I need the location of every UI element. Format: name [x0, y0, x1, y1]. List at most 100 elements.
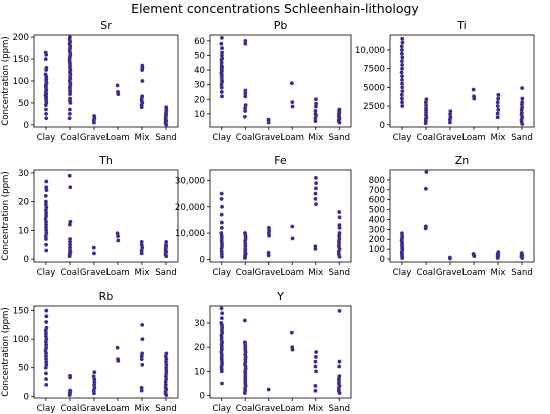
data-point-rb-clay [44, 331, 48, 336]
panel-title-fe: Fe [274, 154, 287, 167]
data-point-th-clay [43, 202, 48, 207]
data-point-y-mix [313, 388, 318, 393]
data-point-th-clay [44, 179, 49, 184]
x-tick-label: Clay [37, 404, 56, 414]
x-tick-label: Sand [155, 268, 177, 278]
data-point-ti-clay [400, 77, 404, 82]
x-tick-label: Gravel [436, 268, 464, 278]
x-tick-label: Clay [212, 268, 231, 278]
data-point-fe-sand [337, 223, 342, 228]
x-tick-label: Coal [61, 133, 80, 143]
data-point-rb-gravel [92, 370, 97, 375]
data-point-sr-mix [140, 63, 145, 68]
data-point-th-clay [44, 225, 48, 230]
y-tick-label: 100 [13, 77, 29, 87]
y-tick-label: 30 [18, 169, 29, 179]
axes-frame-th [33, 169, 179, 263]
axes-frame-zn [389, 169, 535, 263]
y-tick-label: 0 [380, 255, 385, 265]
data-point-pb-loam [289, 81, 294, 86]
data-point-rb-loam [115, 345, 120, 350]
data-point-rb-gravel [92, 391, 96, 396]
data-point-y-clay [220, 381, 224, 386]
y-tick-label: 10 [194, 367, 205, 377]
y-tick-label: 700 [369, 186, 385, 196]
data-point-fe-clay [219, 220, 224, 225]
data-point-ti-clay [399, 44, 404, 49]
data-point-rb-sand [163, 385, 168, 390]
panel-title-sr: Sr [100, 19, 112, 32]
axes-frame-rb [33, 305, 179, 399]
data-point-rb-sand [164, 377, 169, 382]
axes-frame-sr [33, 34, 179, 128]
data-point-zn-coal [424, 170, 429, 174]
data-point-pb-coal [242, 114, 247, 119]
y-tick-label: 150 [13, 55, 29, 65]
data-point-fe-clay [220, 204, 224, 209]
y-tick-label: 500 [369, 206, 385, 216]
x-tick-label: Mix [491, 133, 506, 143]
data-point-rb-clay [43, 365, 48, 370]
data-point-fe-coal [243, 244, 248, 249]
data-point-y-mix [313, 383, 318, 388]
data-point-pb-mix [314, 101, 319, 106]
data-point-th-clay [44, 228, 49, 233]
data-point-pb-loam [290, 104, 295, 109]
data-point-th-clay [44, 248, 49, 253]
data-point-pb-coal [243, 106, 248, 110]
data-point-y-clay [219, 321, 224, 325]
data-point-zn-loam [471, 252, 476, 256]
data-point-fe-mix [313, 197, 318, 201]
data-point-y-mix [314, 369, 318, 374]
panel-title-th: Th [98, 154, 113, 167]
data-point-th-gravel [92, 251, 96, 256]
data-point-fe-loam [290, 236, 295, 241]
data-point-rb-gravel [92, 382, 97, 387]
data-point-ti-clay [400, 104, 405, 108]
x-tick-label: Sand [155, 133, 177, 143]
data-point-rb-sand [164, 368, 169, 373]
data-point-rb-clay [44, 377, 48, 382]
data-point-th-mix [139, 242, 144, 247]
y-tick-label: 2500 [363, 102, 385, 112]
x-tick-label: Coal [236, 268, 255, 278]
data-point-pb-loam [290, 100, 295, 105]
data-point-ti-clay [400, 63, 404, 67]
data-point-th-coal [68, 219, 73, 224]
data-point-th-mix [139, 251, 144, 256]
data-point-ti-clay [400, 96, 404, 101]
data-point-th-clay [44, 219, 48, 224]
data-point-th-clay [44, 211, 49, 216]
data-point-fe-clay [219, 212, 224, 217]
y-tick-label: 50 [18, 364, 29, 374]
data-point-rb-coal [68, 373, 72, 378]
x-tick-label: Clay [393, 268, 412, 278]
y-tick-label: 5000 [363, 83, 385, 93]
x-tick-label: Coal [236, 133, 255, 143]
y-tick-label: 0 [200, 255, 205, 265]
y-tick-label: 10 [194, 110, 205, 120]
data-point-pb-sand [337, 107, 342, 112]
data-point-ti-gravel [448, 109, 453, 114]
data-point-rb-clay [44, 360, 49, 364]
data-point-ti-mix [495, 104, 500, 108]
data-point-ti-clay [400, 36, 405, 41]
y-tick-label: 10,000 [175, 229, 205, 239]
x-tick-label: Mix [135, 133, 150, 143]
x-tick-label: Loam [462, 268, 486, 278]
x-tick-label: Clay [212, 133, 231, 143]
data-point-y-mix [314, 350, 319, 354]
data-point-fe-mix [314, 175, 318, 180]
data-point-rb-clay [44, 342, 49, 347]
y-tick-label: 30 [194, 81, 205, 91]
y-tick-label: 30,000 [175, 177, 205, 187]
x-tick-label: Sand [511, 268, 533, 278]
axes-frame-pb [209, 34, 352, 128]
data-point-ti-sand [520, 105, 525, 110]
data-point-fe-clay [219, 225, 224, 230]
x-tick-label: Loam [106, 133, 130, 143]
data-point-rb-clay [43, 328, 48, 333]
data-point-y-mix [313, 359, 318, 364]
data-point-fe-mix [313, 191, 318, 196]
